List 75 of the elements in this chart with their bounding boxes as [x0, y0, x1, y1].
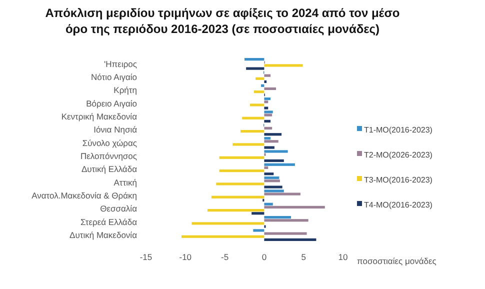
bar — [181, 235, 264, 238]
bar — [264, 150, 288, 153]
y-tick-label: Πελοπόννησος — [80, 151, 137, 162]
y-tick-label: Θεσσαλία — [100, 204, 138, 214]
bar — [264, 97, 271, 100]
bar — [252, 212, 264, 215]
bar — [264, 120, 271, 123]
bar — [264, 74, 271, 77]
bar — [264, 192, 300, 196]
bar — [264, 159, 284, 162]
bar — [264, 176, 280, 180]
bar — [264, 136, 271, 140]
bar — [264, 206, 325, 209]
bar — [264, 133, 282, 136]
bar — [246, 67, 264, 70]
legend-label: T1-MO(2016-2023) — [364, 125, 433, 134]
bar — [264, 100, 268, 104]
bar — [207, 208, 264, 212]
bar — [264, 163, 295, 166]
y-tick-label: Κεντρική Μακεδονία — [61, 112, 138, 122]
bar — [264, 126, 272, 130]
bar — [219, 156, 264, 159]
y-tick-label: Αττική — [114, 177, 138, 188]
bar — [253, 229, 264, 232]
bar — [254, 90, 264, 94]
legend-label: T3-MO(2016-2023) — [364, 175, 433, 184]
bar — [232, 143, 264, 146]
x-tick-label: 0 — [262, 252, 267, 262]
bar — [264, 172, 274, 176]
bar — [264, 190, 284, 192]
x-axis-title: ποσοστιαίες μονάδες — [357, 256, 436, 266]
x-tick-label: 10 — [338, 252, 348, 262]
bar — [264, 180, 280, 182]
y-tick-label: Δυτική Ελλάδα — [81, 164, 138, 174]
bar — [264, 216, 291, 219]
x-tick-label: -15 — [140, 252, 152, 262]
y-tick-label: Στερεά Ελλάδα — [80, 216, 138, 227]
chart-title: Απόκλιση μεριδίου τριμήνων σε αφίξεις το 2024 από τον μέσο όρο της περιόδου 2016-2023 (σε ποσοστιαίες μονάδες) — [45, 6, 400, 36]
bar — [211, 196, 264, 198]
x-tick-label: -5 — [221, 252, 229, 262]
y-tick-label: Ανατολ.Μακεδονία & Θράκη — [32, 190, 138, 201]
bar — [219, 169, 264, 172]
bar — [264, 87, 276, 90]
legend-label: T4-MO(2016-2023) — [364, 200, 433, 210]
legend-label: T2-MO(2026-2023) — [364, 150, 433, 160]
y-tick-label: Βόρειο Αιγαίο — [86, 98, 138, 108]
bar — [216, 182, 264, 186]
bar — [264, 114, 272, 116]
bar — [264, 106, 268, 110]
bar — [264, 202, 273, 206]
bar — [264, 146, 274, 149]
bar — [192, 222, 264, 225]
y-tick-label: Δυτική Μακεδονία — [70, 230, 138, 240]
bar — [264, 140, 278, 143]
x-tick-label: -10 — [179, 252, 192, 262]
y-tick-label: Νότιο Αιγαίο — [91, 72, 138, 82]
bar — [256, 77, 264, 80]
bar — [264, 166, 268, 170]
bar — [250, 104, 264, 106]
bar — [264, 186, 282, 188]
bar — [264, 64, 303, 67]
y-tick-label: Σύνολο χώρας — [82, 138, 137, 148]
bar — [264, 238, 316, 241]
bar — [264, 80, 267, 84]
y-tick-label: 'Ηπειρος — [104, 58, 137, 69]
bar — [240, 130, 264, 133]
x-tick-label: 5 — [301, 252, 306, 262]
bar — [264, 110, 273, 114]
bar — [264, 232, 307, 235]
y-tick-label: Κρήτη — [114, 85, 138, 96]
bar — [242, 116, 264, 120]
bar — [244, 58, 264, 61]
bar — [261, 84, 264, 87]
bar — [264, 219, 308, 222]
y-tick-label: Ιόνια Νησιά — [94, 124, 138, 135]
